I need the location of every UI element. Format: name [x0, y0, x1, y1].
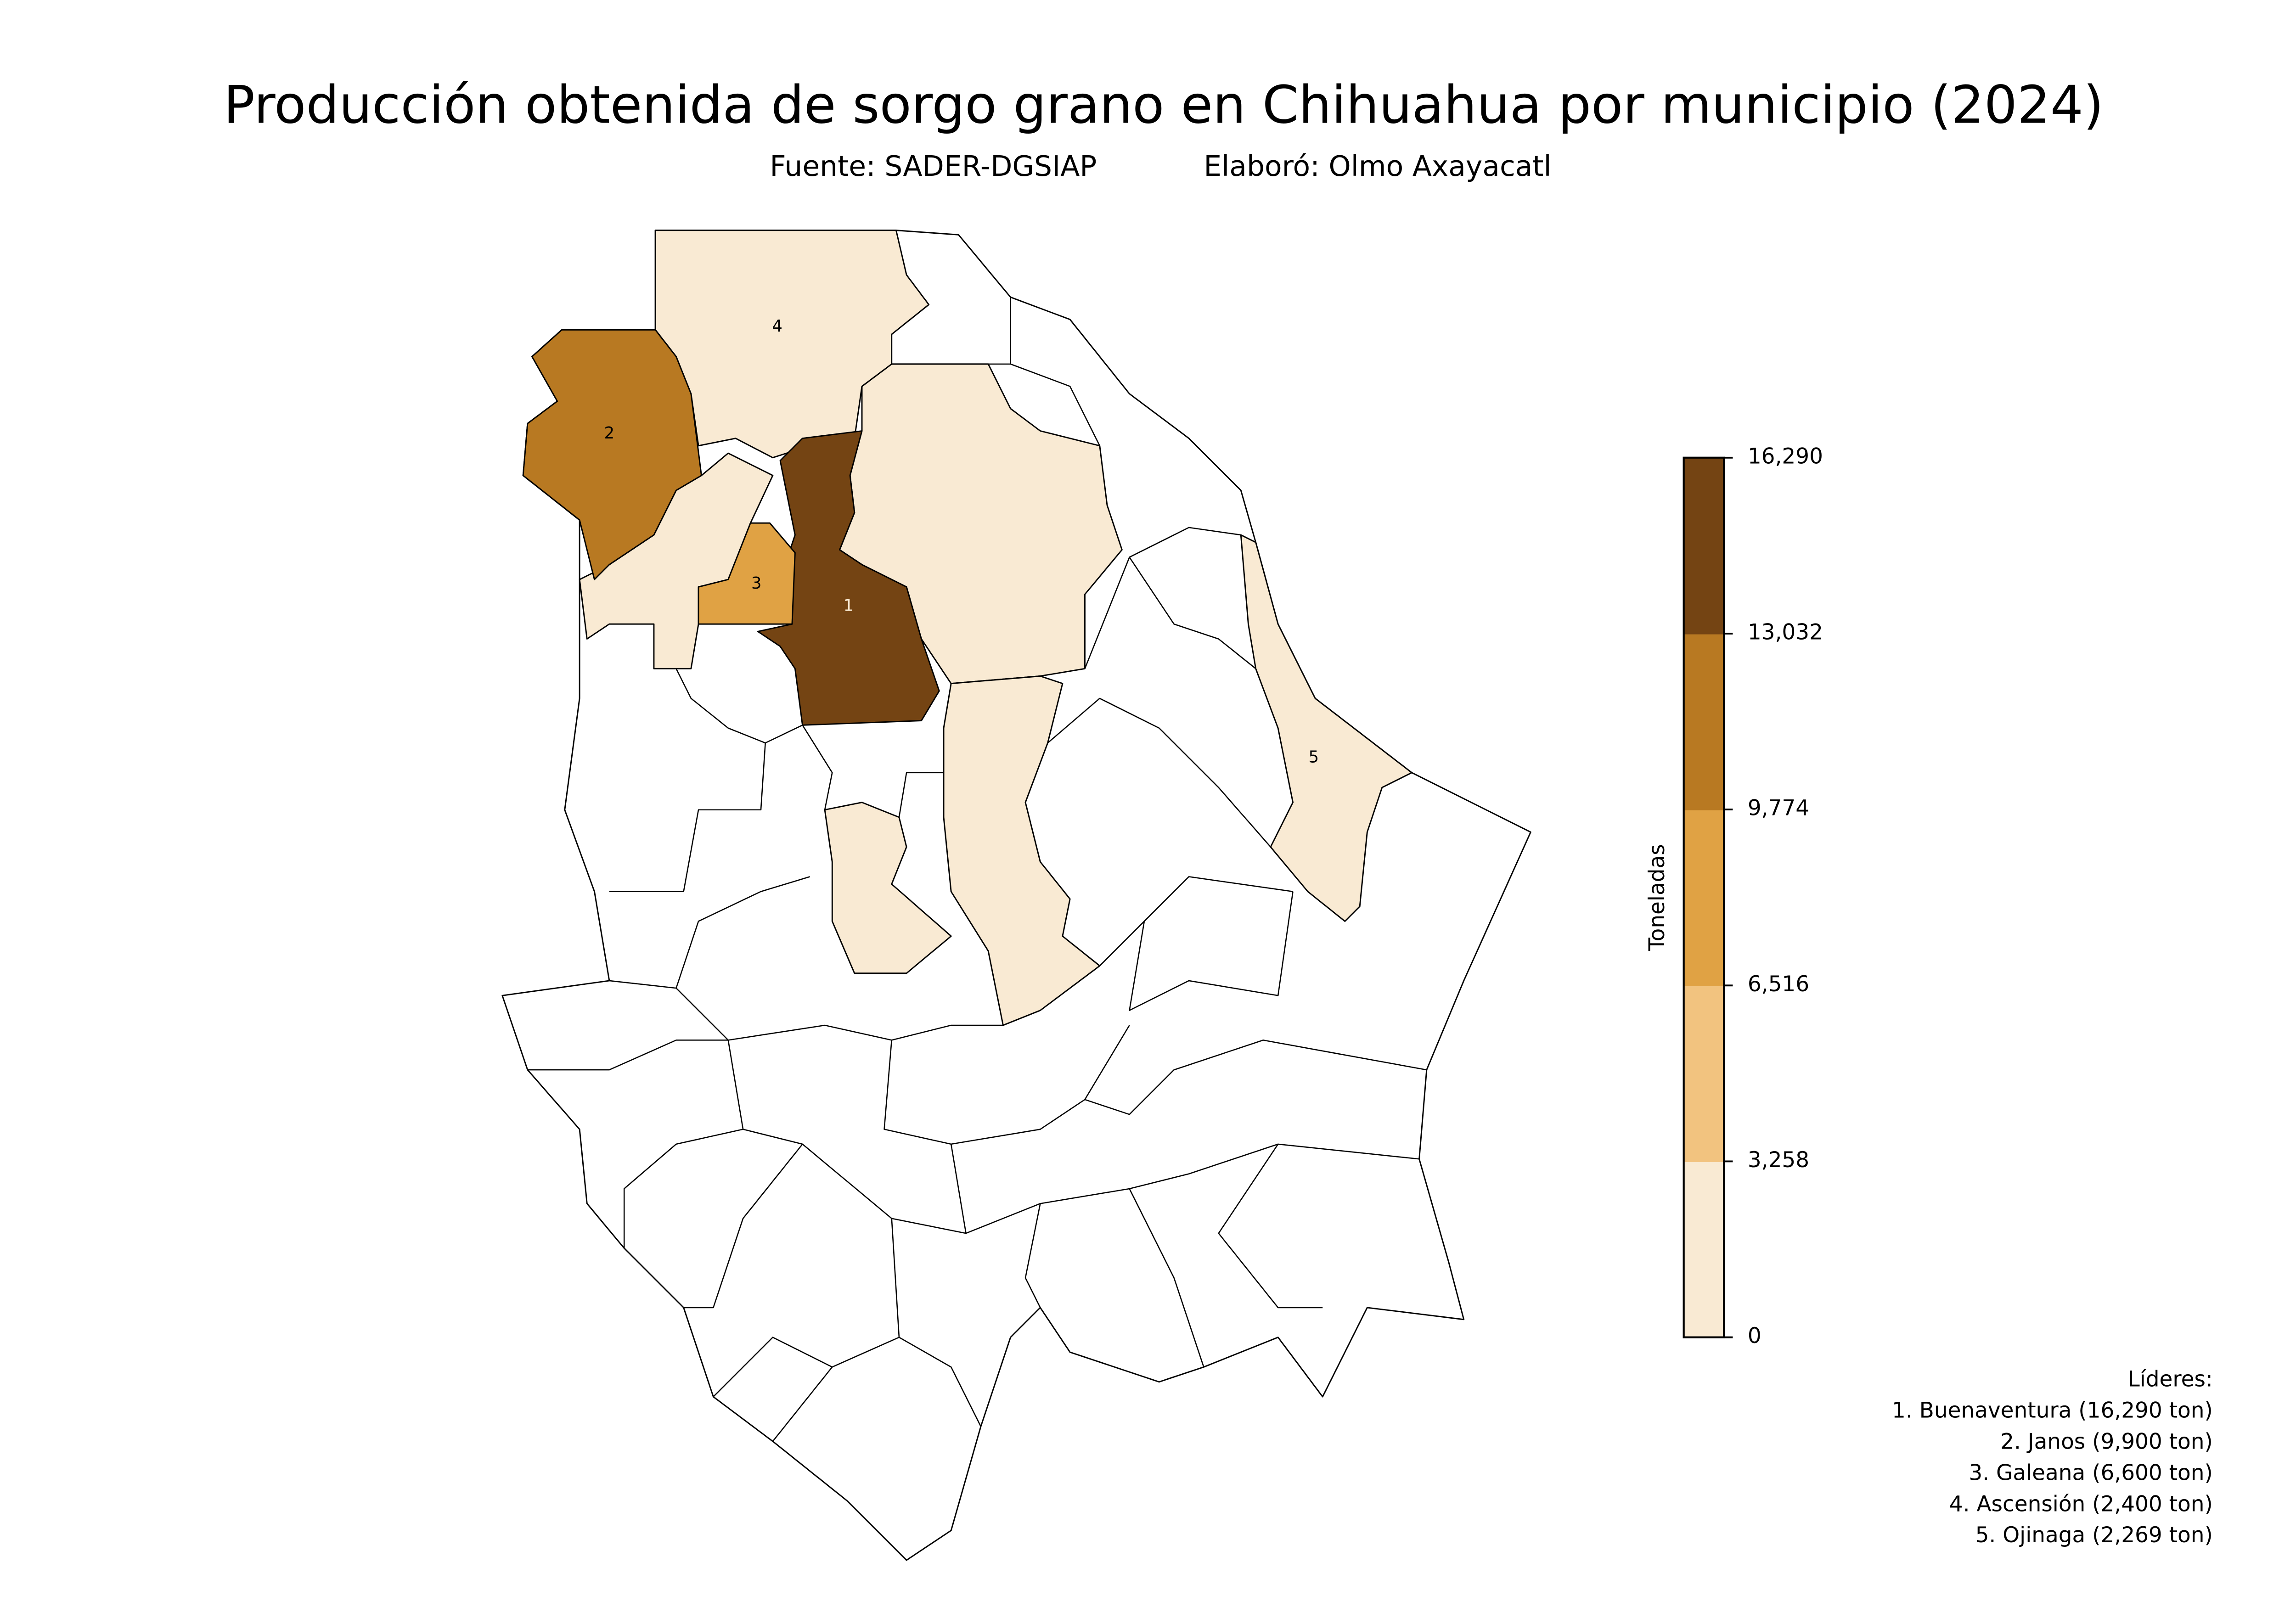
label-ojinaga: 5: [1309, 747, 1319, 766]
municipality-cusihuiriachi: [824, 802, 952, 974]
colorbar-tick-label: 6,516: [1748, 972, 1809, 997]
map-title: Producción obtenida de sorgo grano en Ch…: [224, 74, 2104, 135]
leader-item: 1. Buenaventura (16,290 ton): [1892, 1398, 2213, 1423]
colorbar-frame: [1683, 456, 1725, 1338]
municipality-aldama: [943, 675, 1101, 1026]
colorbar-tick-label: 9,774: [1748, 796, 1809, 821]
colorbar-bin: [1683, 985, 1724, 1163]
leader-item: 4. Ascensión (2,400 ton): [1949, 1491, 2213, 1517]
map-source: Fuente: SADER-DGSIAP: [770, 150, 1097, 183]
interior-boundaries: [527, 297, 1427, 1442]
municipality-galeana: [698, 522, 796, 625]
map-author: Elaboró: Olmo Axayacatl: [1204, 150, 1551, 183]
colorbar-tick-label: 16,290: [1748, 444, 1823, 469]
colorbar-tick-label: 13,032: [1748, 619, 1823, 645]
leaders-heading: Líderes:: [2128, 1366, 2213, 1392]
leader-item: 3. Galeana (6,600 ton): [1969, 1460, 2212, 1485]
leader-item: 5. Ojinaga (2,269 ton): [1975, 1523, 2213, 1548]
colorbar-bin: [1683, 633, 1724, 810]
leaders-list: Líderes: 1. Buenaventura (16,290 ton) 2.…: [1892, 1366, 2213, 1548]
label-buenaventura: 1: [844, 596, 854, 615]
chihuahua-map: 1 2 3 4 5: [501, 230, 1531, 1561]
colorbar-bin: [1683, 809, 1724, 986]
label-janos: 2: [604, 424, 615, 443]
colorbar-tick-label: 3,258: [1748, 1147, 1809, 1173]
label-galeana: 3: [751, 574, 762, 593]
colorbar-tick-label: 0: [1748, 1323, 1761, 1349]
colorbar-bin: [1683, 1161, 1724, 1338]
municipality-ojinaga: [1240, 534, 1412, 922]
leader-item: 2. Janos (9,900 ton): [2000, 1429, 2213, 1454]
colorbar-bin: [1683, 457, 1724, 635]
label-ascension: 4: [772, 317, 782, 336]
colorbar-label: Toneladas: [1644, 844, 1670, 951]
municipality-janos: [522, 329, 702, 580]
colorbar: 0 3,258 6,516 9,774 13,032 16,290 Toneladas: [1644, 444, 1823, 1349]
